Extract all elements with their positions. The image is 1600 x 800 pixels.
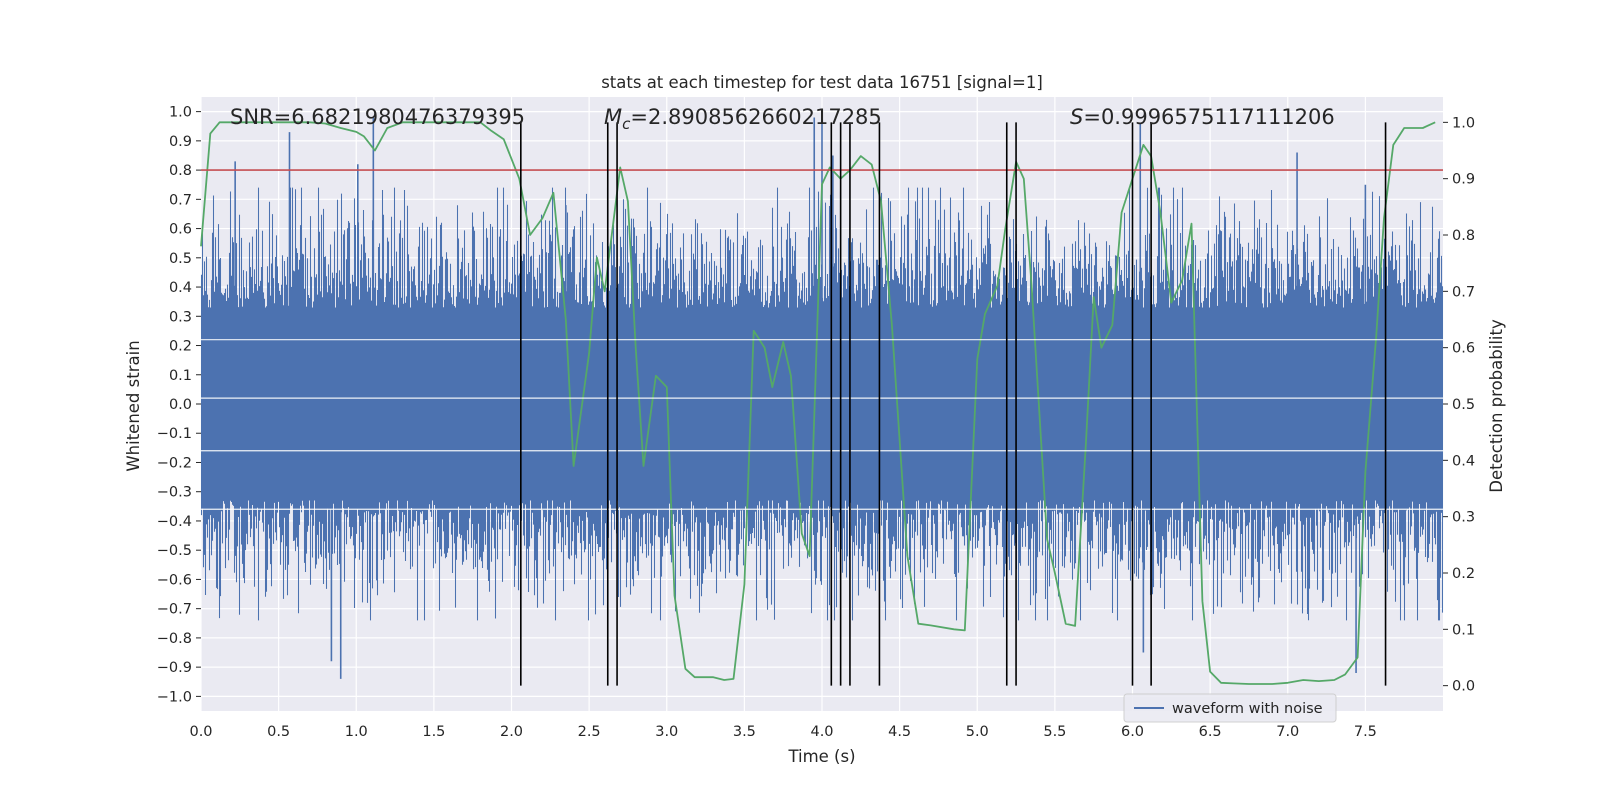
- y-tick-label-left: −0.1: [157, 426, 192, 442]
- y-tick-label-left: −0.4: [157, 514, 192, 530]
- chirp-mass-subscript: c: [622, 115, 631, 133]
- x-ticks: 0.0 0.5 1.0 1.5 2.0 2.5 3.0 3.5 4.0 4.5 5.0 5.5 6.0 6…: [189, 724, 1376, 740]
- y-tick-label-left: 0.6: [169, 222, 192, 238]
- y-ticks-left: 1.0 0.9 0.8 0.7 0.6 0.5 0.4 0.3 0.2 0.1 0.0 −0.1 −0.…: [157, 105, 201, 705]
- y-tick-label-left: 0.2: [169, 339, 192, 355]
- x-tick-label: 3.0: [655, 724, 678, 740]
- y-tick-label-left: 0.1: [169, 368, 192, 384]
- y-tick-label-left: −0.7: [157, 602, 192, 618]
- y-tick-label-right: 0.0: [1452, 679, 1475, 695]
- x-tick-label: 6.0: [1121, 724, 1144, 740]
- y-tick-label-left: 0.7: [169, 192, 192, 208]
- y-tick-label-left: 0.8: [169, 163, 192, 179]
- x-tick-label: 2.0: [500, 724, 523, 740]
- y-tick-label-left: 0.5: [169, 251, 192, 267]
- y-tick-label-left: −0.3: [157, 485, 192, 501]
- score-annotation: S=0.9996575117111206: [1070, 105, 1335, 129]
- x-tick-label: 2.5: [578, 724, 601, 740]
- legend-label: waveform with noise: [1172, 701, 1323, 717]
- x-tick-label: 1.0: [345, 724, 368, 740]
- x-tick-label: 7.0: [1276, 724, 1299, 740]
- score-symbol: S: [1070, 105, 1083, 129]
- x-tick-label: 3.5: [733, 724, 756, 740]
- legend: waveform with noise: [1123, 693, 1337, 723]
- reference-lines: [201, 122, 1443, 686]
- y-tick-label-right: 0.3: [1452, 510, 1475, 526]
- y-axis-label-left: Whitened strain: [124, 340, 143, 471]
- y-ticks-right: 1.0 0.9 0.8 0.7 0.6 0.5 0.4 0.3 0.2 0.1 0.0: [1443, 115, 1475, 695]
- y-tick-label-right: 0.6: [1452, 341, 1475, 357]
- x-tick-label: 6.5: [1199, 724, 1222, 740]
- y-tick-label-left: −0.5: [157, 543, 192, 559]
- y-tick-label-left: 0.4: [169, 280, 192, 296]
- y-tick-label-right: 0.7: [1452, 284, 1475, 300]
- y-tick-label-left: −0.9: [157, 660, 192, 676]
- y-tick-label-left: −1.0: [157, 689, 192, 705]
- x-tick-label: 4.5: [888, 724, 911, 740]
- y-tick-label-left: −0.6: [157, 572, 192, 588]
- x-tick-label: 0.0: [189, 724, 212, 740]
- chirp-mass-annotation: Mc=2.8908562660217285: [604, 105, 882, 133]
- chirp-mass-symbol: M: [604, 105, 622, 129]
- x-tick-label: 5.5: [1043, 724, 1066, 740]
- snr-annotation: SNR=6.6821980476379395: [230, 105, 525, 129]
- score-value: =0.9996575117111206: [1083, 105, 1334, 129]
- y-tick-label-right: 0.9: [1452, 172, 1475, 188]
- x-tick-label: 0.5: [267, 724, 290, 740]
- y-tick-label-left: −0.2: [157, 455, 192, 471]
- y-tick-label-right: 0.4: [1452, 453, 1475, 469]
- y-tick-label-right: 0.5: [1452, 397, 1475, 413]
- y-tick-label-right: 0.8: [1452, 228, 1475, 244]
- chart-title: stats at each timestep for test data 167…: [601, 73, 1043, 92]
- x-tick-label: 4.0: [810, 724, 833, 740]
- x-tick-label: 7.5: [1354, 724, 1377, 740]
- chirp-mass-value: =2.8908562660217285: [630, 105, 881, 129]
- x-tick-label: 5.0: [966, 724, 989, 740]
- y-tick-label-left: 0.3: [169, 309, 192, 325]
- x-tick-label: 1.5: [422, 724, 445, 740]
- y-tick-label-left: 0.9: [169, 134, 192, 150]
- y-tick-label-left: 1.0: [169, 105, 192, 121]
- y-tick-label-right: 1.0: [1452, 115, 1475, 131]
- y-tick-label-right: 0.1: [1452, 622, 1475, 638]
- y-tick-label-left: −0.8: [157, 631, 192, 647]
- x-axis-label: Time (s): [787, 747, 855, 766]
- legend-box: [1123, 693, 1337, 723]
- y-tick-label-left: 0.0: [169, 397, 192, 413]
- y-tick-label-right: 0.2: [1452, 566, 1475, 582]
- y-axis-label-right: Detection probability: [1487, 319, 1506, 493]
